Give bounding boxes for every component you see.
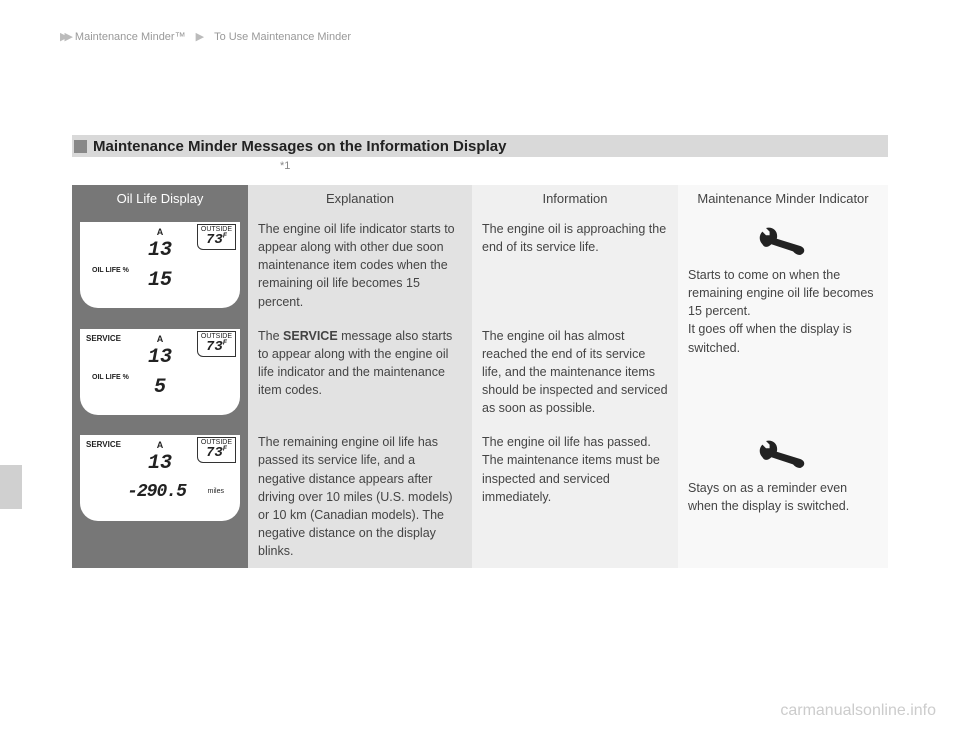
- cell-information-3: The engine oil life has passed. The main…: [472, 425, 678, 568]
- lcd-oillife-label: OIL LIFE %: [92, 266, 129, 276]
- lcd-main-num-1: 13: [148, 236, 172, 265]
- wrench-icon: [755, 439, 811, 469]
- breadcrumb-sep: ▶: [196, 30, 204, 43]
- cell-information-2: The engine oil has almost reached the en…: [472, 319, 678, 426]
- lcd-temp-unit: F: [223, 339, 227, 347]
- lcd-service-label: SERVICE: [86, 439, 121, 451]
- cell-indicator-2: Stays on as a reminder even when the dis…: [678, 425, 888, 568]
- cell-information-1: The engine oil is approaching the end of…: [472, 212, 678, 319]
- th-explanation: Explanation: [248, 185, 472, 212]
- table-row: A OUTSIDE 73F 13 OIL LIFE % 15 The engin…: [72, 212, 888, 319]
- lcd-outside-box: OUTSIDE 73F: [197, 437, 236, 463]
- lcd-display-1: A OUTSIDE 73F 13 OIL LIFE % 15: [80, 222, 240, 308]
- breadcrumb-item-2: To Use Maintenance Minder: [214, 31, 351, 43]
- lcd-miles-label: miles: [208, 487, 224, 497]
- lcd-temp: 73: [206, 339, 223, 355]
- lcd-service-label: SERVICE: [86, 333, 121, 345]
- lcd-neg-dist: -290.5: [127, 479, 186, 505]
- lcd-oillife-label: OIL LIFE %: [92, 373, 129, 383]
- indicator-text-2: Stays on as a reminder even when the dis…: [688, 479, 878, 515]
- cell-indicator-1: Starts to come on when the remaining eng…: [678, 212, 888, 425]
- breadcrumb: ▶▶ Maintenance Minder™ ▶ To Use Maintena…: [60, 30, 351, 43]
- section-title: Maintenance Minder Messages on the Infor…: [93, 138, 506, 155]
- lcd-main-num-3: 13: [148, 449, 172, 478]
- cell-lcd-1: A OUTSIDE 73F 13 OIL LIFE % 15: [72, 212, 248, 319]
- breadcrumb-item-1: Maintenance Minder™: [75, 31, 186, 43]
- side-tab: [0, 465, 22, 509]
- section-header-bar: Maintenance Minder Messages on the Infor…: [72, 135, 888, 157]
- indicator-text-1: Starts to come on when the remaining eng…: [688, 266, 878, 357]
- table-header-row: Oil Life Display Explanation Information…: [72, 185, 888, 212]
- watermark: carmanualsonline.info: [780, 702, 936, 720]
- cell-explanation-2: The SERVICE message also starts to appea…: [248, 319, 472, 426]
- lcd-temp: 73: [206, 232, 223, 248]
- lcd-temp-unit: F: [223, 232, 227, 240]
- lcd-outside-box: OUTSIDE 73F: [197, 331, 236, 357]
- cell-lcd-2: SERVICE A OUTSIDE 73F 13 OIL LIFE % 5: [72, 319, 248, 426]
- breadcrumb-arrows: ▶▶: [60, 30, 69, 43]
- th-indicator: Maintenance Minder Indicator: [678, 185, 888, 212]
- section-bullet-icon: [74, 140, 87, 153]
- maintenance-table: Oil Life Display Explanation Information…: [72, 185, 888, 568]
- lcd-pct-num-2: 5: [154, 373, 166, 402]
- wrench-icon: [755, 226, 811, 256]
- explanation-bold: SERVICE: [283, 329, 338, 343]
- section-asterisk: *1: [280, 160, 290, 172]
- th-information: Information: [472, 185, 678, 212]
- cell-explanation-1: The engine oil life indicator starts to …: [248, 212, 472, 319]
- lcd-pct-num-1: 15: [148, 266, 172, 295]
- lcd-display-3: SERVICE A OUTSIDE 73F 13 -290.5 miles: [80, 435, 240, 521]
- table-row: SERVICE A OUTSIDE 73F 13 -290.5 miles Th…: [72, 425, 888, 568]
- lcd-temp-unit: F: [223, 446, 227, 454]
- cell-lcd-3: SERVICE A OUTSIDE 73F 13 -290.5 miles: [72, 425, 248, 568]
- lcd-outside-box: OUTSIDE 73F: [197, 224, 236, 250]
- lcd-temp: 73: [206, 445, 223, 461]
- th-oil-life-display: Oil Life Display: [72, 185, 248, 212]
- cell-explanation-3: The remaining engine oil life has passed…: [248, 425, 472, 568]
- lcd-main-num-2: 13: [148, 343, 172, 372]
- lcd-display-2: SERVICE A OUTSIDE 73F 13 OIL LIFE % 5: [80, 329, 240, 415]
- explanation-pre: The: [258, 329, 283, 343]
